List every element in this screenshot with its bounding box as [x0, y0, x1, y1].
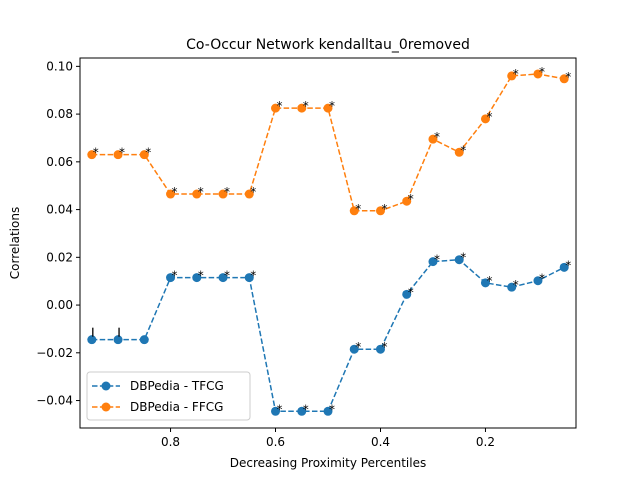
significance-mark: * — [303, 99, 309, 113]
y-axis-label: Correlations — [8, 207, 22, 279]
significance-mark: * — [303, 402, 309, 416]
significance-mark: * — [172, 185, 178, 199]
data-point-dbpedia-tfcg — [323, 406, 333, 416]
significance-mark: * — [250, 185, 256, 199]
significance-mark: * — [565, 258, 571, 272]
data-point-dbpedia-tfcg — [375, 344, 385, 354]
data-point-dbpedia-tfcg — [166, 273, 176, 283]
significance-mark: * — [329, 99, 335, 113]
significance-mark: * — [198, 269, 204, 283]
data-point-dbpedia-tfcg — [559, 262, 569, 272]
data-point-dbpedia-ffcg — [507, 71, 517, 81]
significance-mark: * — [539, 65, 545, 79]
data-point-dbpedia-ffcg — [349, 206, 359, 216]
legend-label-tfcg: DBPedia - TFCG — [130, 379, 224, 393]
data-point-dbpedia-ffcg — [428, 134, 438, 144]
data-point-dbpedia-tfcg — [454, 255, 464, 265]
plot-area: * * * * * * * * * * * * * * * * * * * * * * * * * * * * * * * * * * * — [87, 65, 571, 416]
significance-mark: * — [486, 110, 492, 124]
y-tick-label: 0.10 — [46, 59, 73, 73]
significance-mark: * — [224, 269, 230, 283]
axis-ticks: 0.8 0.6 0.4 0.2 −0.04 −0.02 0.00 0.02 0.04 0.06 0.… — [36, 59, 495, 449]
data-point-dbpedia-ffcg — [218, 189, 228, 199]
data-point-dbpedia-tfcg — [428, 257, 438, 267]
significance-mark: * — [93, 146, 99, 160]
x-tick-label: 0.6 — [266, 435, 285, 449]
legend-marker-tfcg — [101, 381, 111, 391]
y-tick-label: 0.02 — [46, 250, 73, 264]
data-point-dbpedia-ffcg — [559, 74, 569, 84]
data-point-dbpedia-ffcg — [113, 150, 123, 160]
data-point-dbpedia-tfcg — [218, 273, 228, 283]
significance-mark: * — [408, 285, 414, 299]
significance-mark: * — [539, 272, 545, 286]
y-tick-label: −0.04 — [36, 394, 73, 408]
significance-mark: * — [119, 146, 125, 160]
data-point-dbpedia-tfcg — [480, 278, 490, 288]
data-point-dbpedia-tfcg — [139, 335, 149, 345]
significance-mark: * — [381, 340, 387, 354]
significance-mark: * — [434, 130, 440, 144]
significance-mark: * — [513, 67, 519, 81]
data-point-dbpedia-tfcg — [271, 406, 281, 416]
data-point-dbpedia-ffcg — [87, 150, 97, 160]
y-tick-label: −0.02 — [36, 346, 73, 360]
data-point-dbpedia-ffcg — [480, 114, 490, 124]
legend-label-ffcg: DBPedia - FFCG — [130, 400, 223, 414]
x-tick-label: 0.2 — [476, 435, 495, 449]
y-tick-label: 0.04 — [46, 203, 73, 217]
significance-mark: * — [145, 146, 151, 160]
significance-mark: * — [486, 274, 492, 288]
data-point-dbpedia-tfcg — [507, 282, 517, 292]
data-point-dbpedia-tfcg — [192, 273, 202, 283]
legend-marker-ffcg — [101, 402, 111, 412]
significance-mark: * — [329, 402, 335, 416]
data-point-dbpedia-ffcg — [166, 189, 176, 199]
x-tick-label: 0.4 — [371, 435, 390, 449]
data-point-dbpedia-tfcg — [297, 406, 307, 416]
data-point-dbpedia-ffcg — [297, 103, 307, 113]
significance-mark: * — [355, 202, 361, 216]
significance-mark: * — [565, 70, 571, 84]
significance-mark: * — [434, 253, 440, 267]
data-point-dbpedia-ffcg — [323, 103, 333, 113]
y-tick-label: 0.06 — [46, 155, 73, 169]
data-point-dbpedia-ffcg — [533, 69, 543, 79]
y-tick-label: 0.00 — [46, 298, 73, 312]
significance-mark: * — [408, 192, 414, 206]
data-point-dbpedia-tfcg — [349, 344, 359, 354]
data-point-dbpedia-ffcg — [192, 189, 202, 199]
significance-mark: * — [224, 185, 230, 199]
data-point-dbpedia-tfcg — [87, 335, 97, 345]
data-point-dbpedia-ffcg — [244, 189, 254, 199]
y-tick-label: 0.08 — [46, 107, 73, 121]
significance-mark: * — [355, 340, 361, 354]
significance-mark: * — [460, 143, 466, 157]
significance-mark: * — [198, 185, 204, 199]
data-point-dbpedia-tfcg — [113, 335, 123, 345]
chart-title: Co-Occur Network kendalltau_0removed — [186, 37, 470, 53]
significance-mark: * — [277, 402, 283, 416]
legend: DBPedia - TFCG DBPedia - FFCG — [86, 371, 251, 421]
data-point-dbpedia-ffcg — [139, 150, 149, 160]
series-line-dbpedia-ffcg — [91, 73, 565, 212]
x-tick-label: 0.8 — [161, 435, 180, 449]
axes-frame — [79, 57, 577, 429]
data-point-dbpedia-tfcg — [244, 273, 254, 283]
significance-mark: * — [172, 269, 178, 283]
data-point-dbpedia-ffcg — [402, 196, 412, 206]
data-point-dbpedia-ffcg — [271, 103, 281, 113]
significance-mark: * — [460, 251, 466, 265]
significance-mark: * — [513, 278, 519, 292]
data-point-dbpedia-tfcg — [402, 289, 412, 299]
significance-mark: * — [381, 202, 387, 216]
significance-mark: * — [250, 269, 256, 283]
legend-box — [86, 371, 251, 421]
significance-mark: * — [277, 99, 283, 113]
data-point-dbpedia-tfcg — [533, 276, 543, 286]
data-point-dbpedia-ffcg — [375, 206, 385, 216]
data-point-dbpedia-ffcg — [454, 147, 464, 157]
x-axis-label: Decreasing Proximity Percentiles — [230, 456, 426, 470]
